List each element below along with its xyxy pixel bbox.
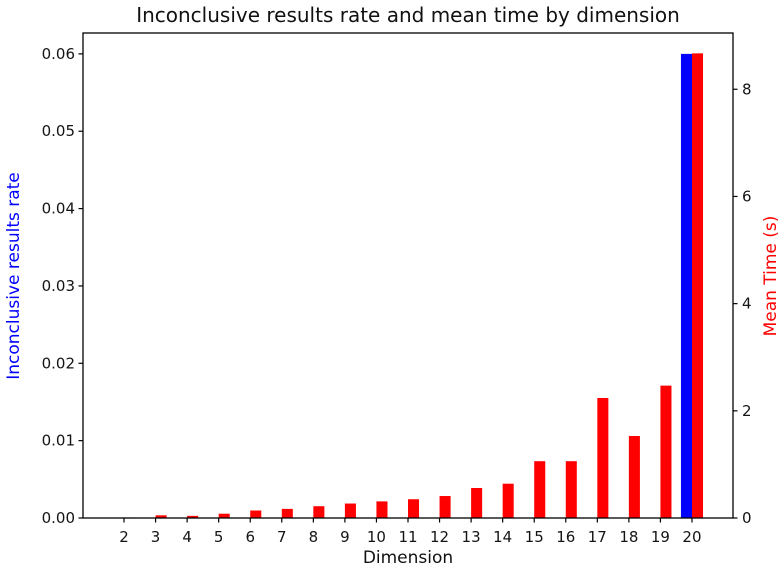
bar-time-3 <box>155 515 167 518</box>
x-tick-label-16: 16 <box>556 528 575 546</box>
right-tick-label-4: 4 <box>742 295 752 313</box>
bar-time-20 <box>691 53 704 519</box>
bar-time-15 <box>534 461 546 518</box>
left-tick-label-0.04: 0.04 <box>42 200 75 218</box>
x-tick-label-10: 10 <box>367 528 386 546</box>
bar-time-13 <box>471 487 483 518</box>
x-tick-label-13: 13 <box>462 528 481 546</box>
x-tick-label-11: 11 <box>398 528 417 546</box>
x-tick-label-8: 8 <box>309 528 319 546</box>
bar-time-9 <box>344 503 356 518</box>
x-tick-label-9: 9 <box>340 528 350 546</box>
bar-time-14 <box>502 483 514 518</box>
x-tick-label-6: 6 <box>245 528 255 546</box>
right-axis-label: Mean Time (s) <box>761 215 781 337</box>
x-tick-label-7: 7 <box>277 528 287 546</box>
bar-rate-20 <box>680 53 692 518</box>
left-tick-label-0.02: 0.02 <box>42 354 75 372</box>
bar-time-7 <box>281 508 293 518</box>
right-tick-label-6: 6 <box>742 187 752 205</box>
x-axis-label: Dimension <box>362 548 454 568</box>
left-tick-label-0.06: 0.06 <box>42 45 75 63</box>
x-tick-label-5: 5 <box>214 528 224 546</box>
left-tick-label-0.00: 0.00 <box>42 509 75 527</box>
x-tick-label-12: 12 <box>430 528 449 546</box>
left-tick-label-0.01: 0.01 <box>42 432 75 450</box>
x-tick-label-15: 15 <box>525 528 544 546</box>
bar-time-18 <box>628 436 640 518</box>
chart-title: Inconclusive results rate and mean time … <box>136 3 680 27</box>
x-tick-label-14: 14 <box>493 528 512 546</box>
bar-time-16 <box>565 461 577 518</box>
bar-time-6 <box>250 510 262 518</box>
right-tick-label-0: 0 <box>742 509 752 527</box>
left-axis-label: Inconclusive results rate <box>4 172 24 380</box>
bar-time-5 <box>218 513 230 518</box>
x-tick-label-2: 2 <box>119 528 129 546</box>
x-tick-label-4: 4 <box>182 528 192 546</box>
bar-time-4 <box>187 515 199 518</box>
bar-time-10 <box>376 501 388 518</box>
left-tick-label-0.05: 0.05 <box>42 122 75 140</box>
right-tick-label-8: 8 <box>742 80 752 98</box>
x-tick-label-3: 3 <box>151 528 161 546</box>
x-tick-label-17: 17 <box>588 528 607 546</box>
left-tick-label-0.03: 0.03 <box>42 277 75 295</box>
x-tick-label-19: 19 <box>651 528 670 546</box>
x-tick-label-20: 20 <box>682 528 701 546</box>
bar-time-11 <box>408 499 420 518</box>
right-tick-label-2: 2 <box>742 402 752 420</box>
bar-time-8 <box>313 506 325 518</box>
x-tick-label-18: 18 <box>619 528 638 546</box>
bar-time-17 <box>597 397 609 518</box>
bar-time-12 <box>439 496 451 518</box>
bar-time-19 <box>660 385 672 518</box>
